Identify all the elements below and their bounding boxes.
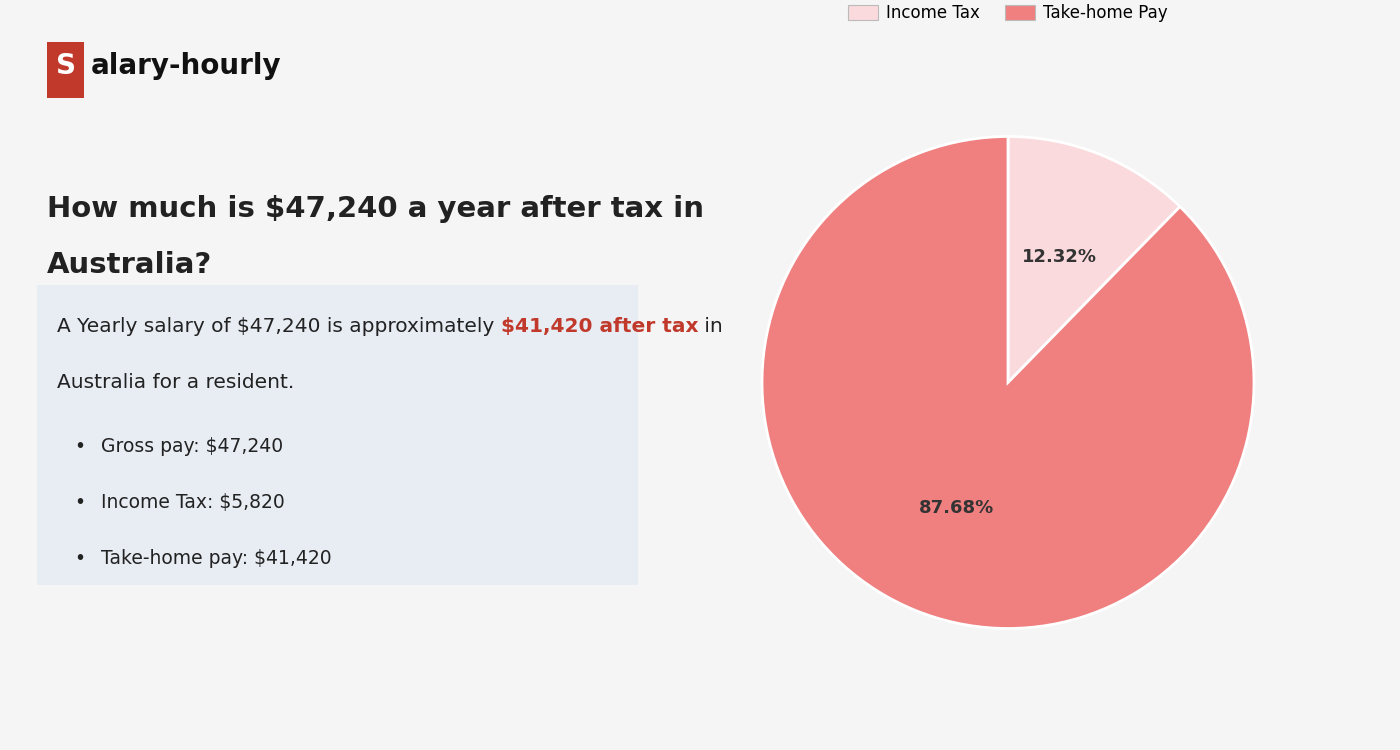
Text: Gross pay: $47,240: Gross pay: $47,240 (101, 436, 283, 455)
Text: •: • (74, 493, 85, 512)
Wedge shape (1008, 136, 1180, 382)
Text: •: • (74, 436, 85, 455)
Text: How much is $47,240 a year after tax in: How much is $47,240 a year after tax in (48, 195, 704, 223)
Legend: Income Tax, Take-home Pay: Income Tax, Take-home Pay (841, 0, 1175, 28)
Text: 12.32%: 12.32% (1022, 248, 1096, 266)
Wedge shape (762, 136, 1254, 628)
Text: S: S (56, 53, 76, 80)
Text: Australia?: Australia? (48, 251, 213, 279)
Text: •: • (74, 549, 85, 568)
Text: A Yearly salary of $47,240 is approximately: A Yearly salary of $47,240 is approximat… (57, 316, 501, 335)
Text: alary-hourly: alary-hourly (91, 53, 281, 80)
FancyBboxPatch shape (36, 285, 638, 585)
Text: 87.68%: 87.68% (920, 499, 994, 517)
Text: Income Tax: $5,820: Income Tax: $5,820 (101, 493, 284, 512)
Text: in: in (699, 316, 722, 335)
FancyBboxPatch shape (48, 42, 84, 98)
Text: Australia for a resident.: Australia for a resident. (57, 373, 294, 392)
Text: Take-home pay: $41,420: Take-home pay: $41,420 (101, 549, 332, 568)
Text: $41,420 after tax: $41,420 after tax (501, 316, 699, 335)
